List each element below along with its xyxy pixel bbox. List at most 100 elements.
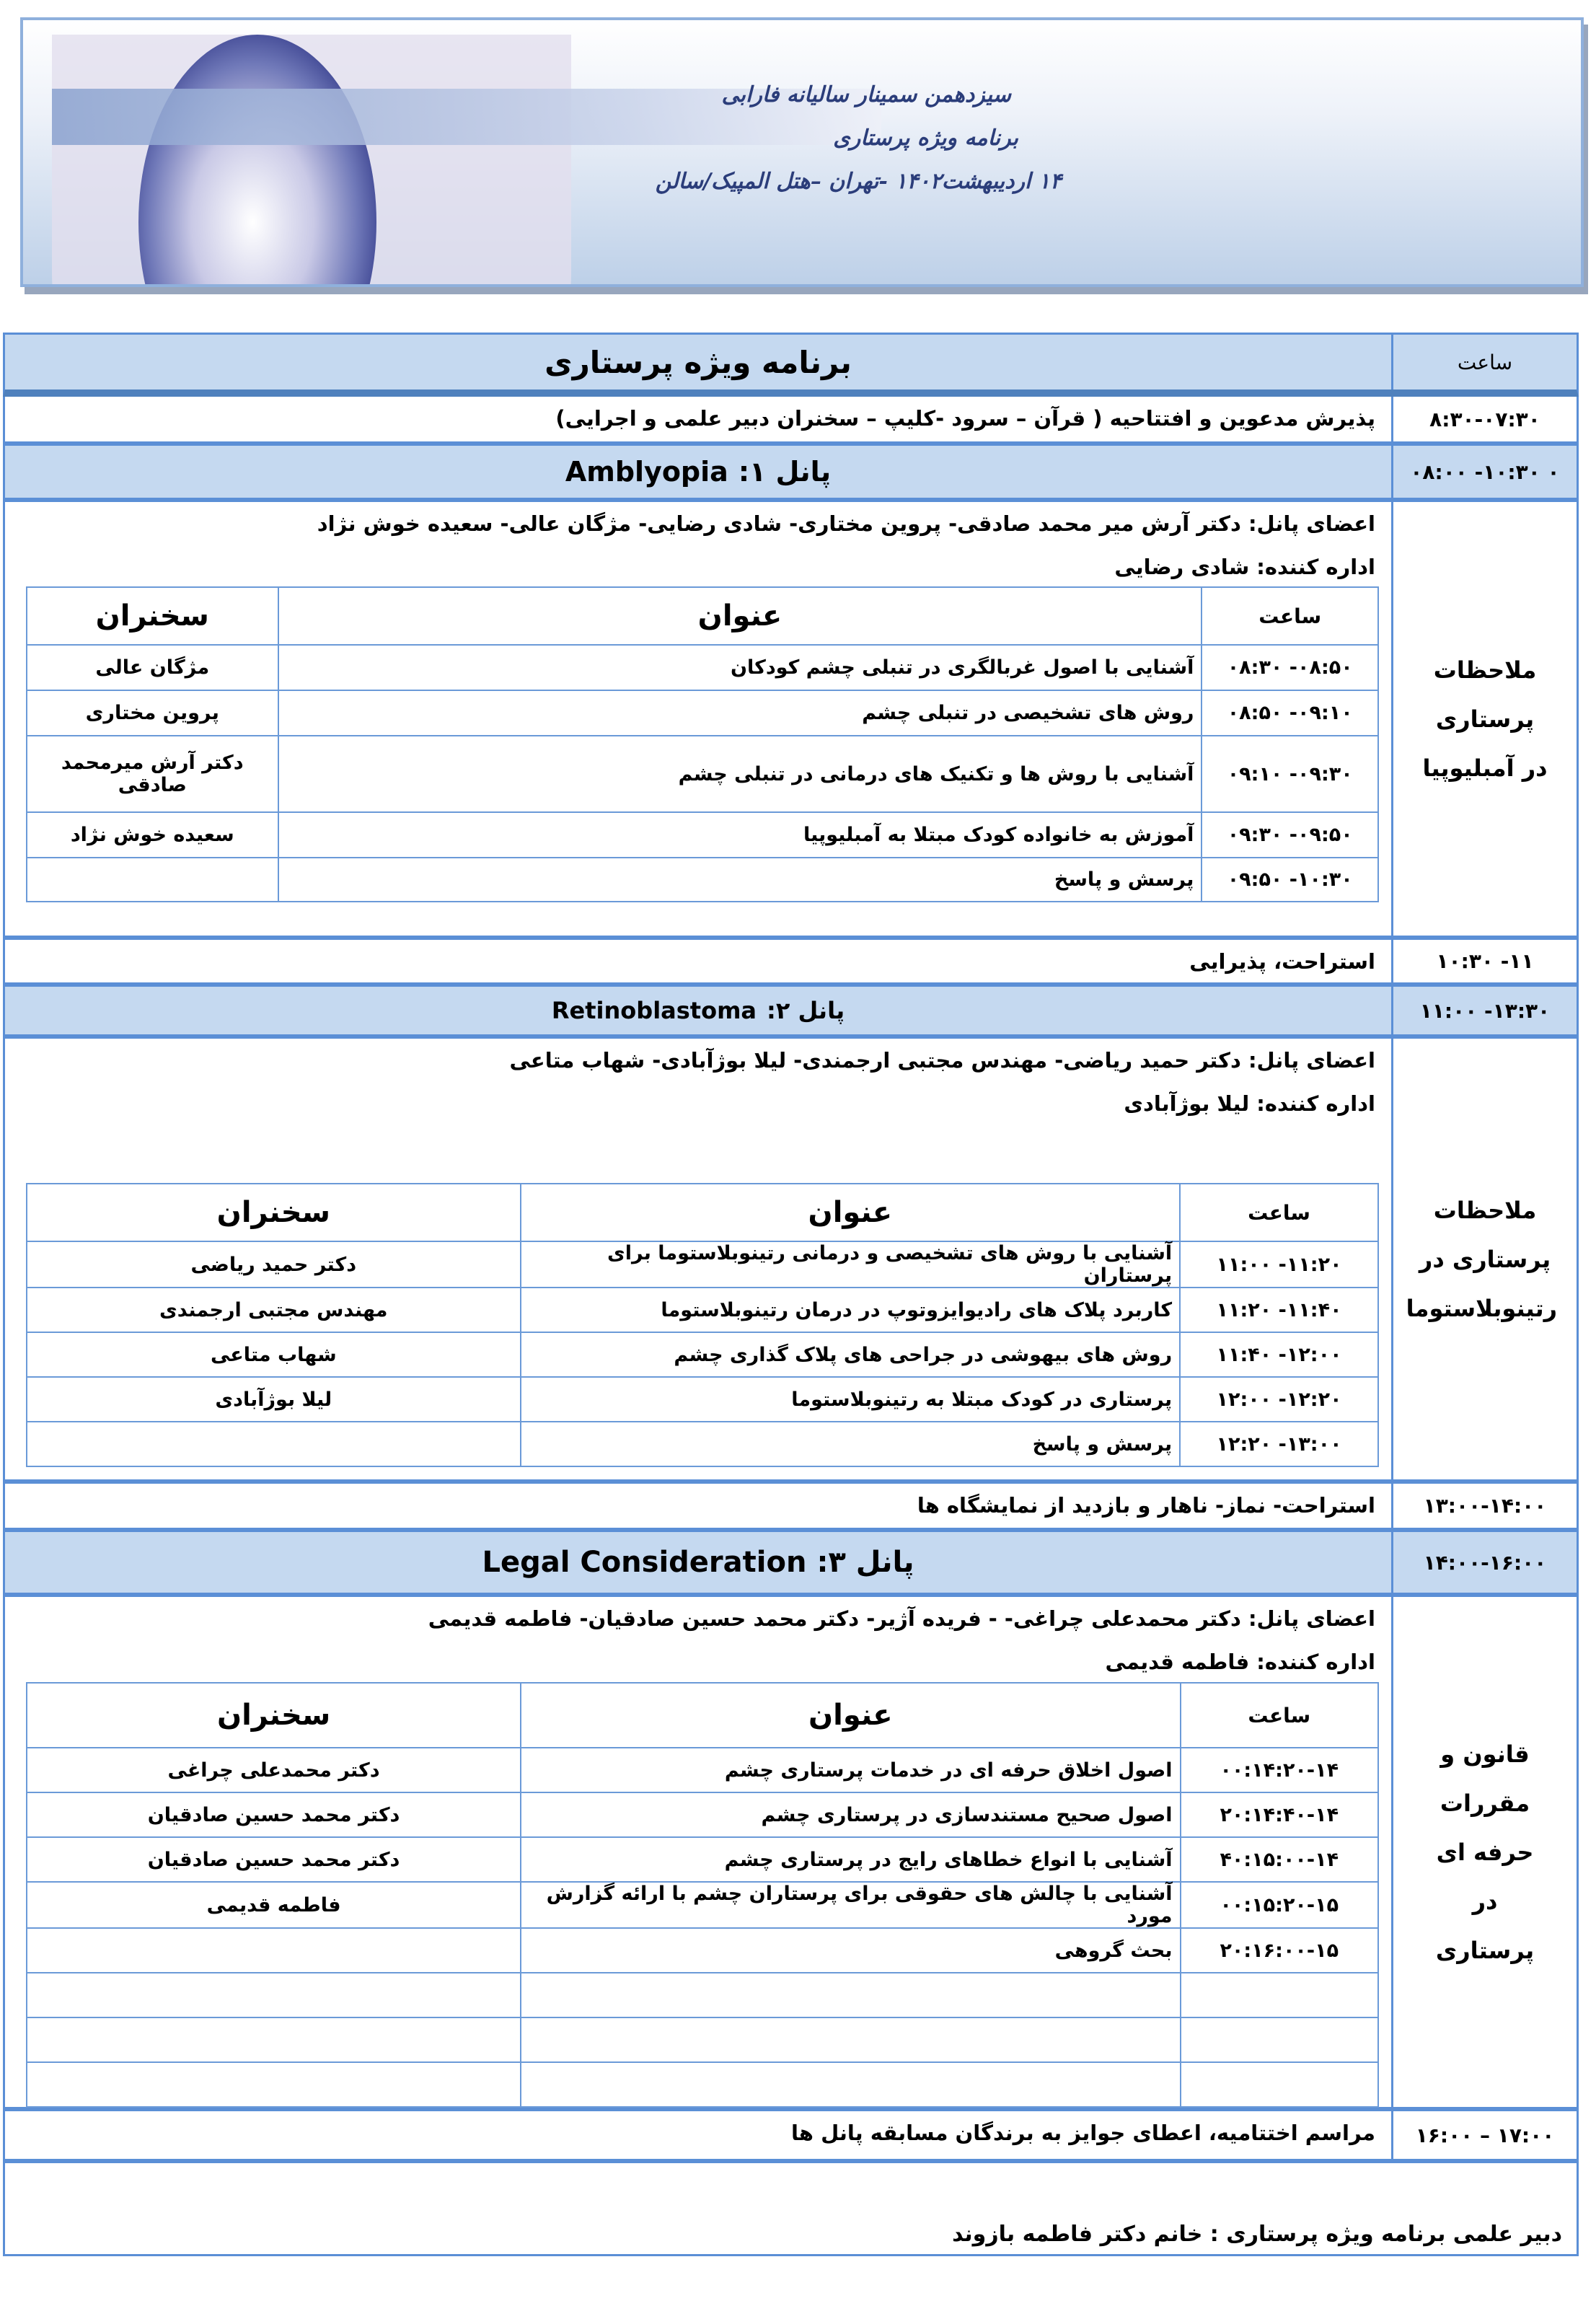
panel1-side-text: ملاحظات پرستاری در آمبلیوپیا <box>1422 656 1548 782</box>
panel3-header: ۱۴:۰۰-۱۶:۰۰ پانل ۳: Legal Consideration <box>3 1530 1579 1595</box>
cell-speaker: دکتر محمد حسین صادقیان <box>25 1836 522 1883</box>
cell-time <box>1179 1972 1380 2018</box>
cell-title: آشنایی با انواع خطاهای رایج در پرستاری چ… <box>520 1836 1181 1883</box>
opening-time: ۸:۳۰-۰۷:۳۰ <box>1391 397 1577 441</box>
col-header-title: عنوان <box>520 1682 1181 1748</box>
col-header-speakers: سخنران <box>26 586 279 646</box>
cell-title: آشنایی با اصول غربالگری در تنبلی چشم کود… <box>277 644 1203 691</box>
cell-title: روش های تشخیصی در تنبلی چشم <box>277 690 1203 736</box>
panel3-body: قانون و مقررات حرفه ای در پرستاری اعضای … <box>3 1595 1579 2109</box>
table-row: ۱۱:۴۰ -۱۲:۰۰ روش های بیهوشی در جراحی های … <box>26 1332 1379 1378</box>
col-header-time: ساعت <box>1179 1183 1379 1242</box>
table-row: ۰۹:۱۰ -۰۹:۳۰ آشنایی با روش ها و تکنیک های… <box>26 735 1379 813</box>
cell-speaker: پروین مختاری <box>26 690 279 736</box>
panel3-members: اعضای پانل: دکتر محمدعلی چراغی- - فریده … <box>428 1606 1375 1631</box>
cell-title: آموزش به خانواده کودک مبتلا به آمبلیوپیا <box>277 811 1203 858</box>
panel2-title: Retinoblastoma <box>551 997 757 1024</box>
panel1-header: ۰۸:۰۰ -۱۰:۳۰ ۰ پانل ۱: Amblyopia <box>3 444 1579 500</box>
time-column-header: ساعت <box>1391 335 1577 390</box>
panel3-side-text: قانون و مقررات حرفه ای در پرستاری <box>1435 1740 1535 1964</box>
panel1-title: Amblyopia <box>565 456 728 488</box>
col-header-speakers: سخنران <box>26 1183 521 1242</box>
break2-time: ۱۳:۰۰-۱۴:۰۰ <box>1391 1484 1577 1528</box>
col-header-time: ساعت <box>1179 1682 1380 1748</box>
panel3-side: قانون و مقررات حرفه ای در پرستاری <box>1391 1597 1577 2107</box>
cell-time: ۴۰:۱۵:۰۰-۱۴ <box>1179 1836 1380 1883</box>
header-banner: سیزدهمن سمینار سالیانه فارابی برنامه ویژ… <box>20 17 1584 287</box>
cell-title: کاربرد پلاک های رادیوایزوتوپ در درمان رت… <box>519 1287 1181 1333</box>
col-header-title: عنوان <box>519 1183 1181 1242</box>
cell-title: پرسش و پاسخ <box>519 1421 1181 1467</box>
table-row: ۲۰:۱۶:۰۰-۱۵ بحث گروهی <box>25 1927 1380 1973</box>
cell-speaker: سعیده خوش نژاد <box>26 811 279 858</box>
closing-row: ۱۶:۰۰ – ۱۷:۰۰ مراسم اختتامیه، اعطای جوای… <box>3 2109 1579 2161</box>
cell-title: اصول صحیح مستندسازی در پرستاری چشم <box>520 1792 1181 1838</box>
table-title: برنامه ویژه پرستاری <box>545 344 852 380</box>
cell-time: ۰۹:۵۰ -۱۰:۳۰ <box>1201 857 1379 902</box>
table-row: ۰۹:۳۰ -۰۹:۵۰ آموزش به خانواده کودک مبتلا … <box>26 811 1379 858</box>
table-row: ۱۲:۰۰ -۱۲:۲۰ پرستاری در کودک مبتلا به رتی… <box>26 1376 1379 1422</box>
footer-row: دبیر علمی برنامه ویژه پرستاری : خانم دکت… <box>3 2161 1579 2256</box>
cell-time: ۱۱:۴۰ -۱۲:۰۰ <box>1179 1332 1379 1378</box>
cell-time <box>1179 2017 1380 2063</box>
col-header-time: ساعت <box>1201 586 1379 646</box>
cell-speaker <box>26 1421 521 1467</box>
cell-speaker: شهاب متاعی <box>26 1332 521 1378</box>
panel2-table: ساعت عنوان سخنران ۱۱:۰۰ -۱۱:۲۰ آشنایی با روش… <box>26 1183 1379 1467</box>
cell-title: آشنایی با چالش های حقوقی برای پرستاران چ… <box>520 1881 1181 1929</box>
cell-time: ۲۰:۱۶:۰۰-۱۵ <box>1179 1927 1380 1973</box>
panel2-moderator: اداره کننده: لیلا بوژآبادی <box>1124 1091 1375 1116</box>
table-row: ۰۰:۱۴:۲۰-۱۴ اصول اخلاق حرفه ای در خدمات پ… <box>25 1747 1380 1793</box>
cell-time: ۱۱:۲۰ -۱۱:۴۰ <box>1179 1287 1379 1333</box>
cell-time: ۰۸:۳۰ -۰۸:۵۰ <box>1201 644 1379 691</box>
cell-title: آشنایی با روش ها و تکنیک های درمانی در ت… <box>277 735 1203 813</box>
cell-time: ۱۲:۰۰ -۱۲:۲۰ <box>1179 1376 1379 1422</box>
panel3-title: Legal Consideration <box>482 1546 807 1579</box>
cell-speaker: دکتر حمید ریاضی <box>26 1241 521 1288</box>
program-title: برنامه ویژه پرستاری <box>833 126 1018 151</box>
cell-speaker <box>26 857 279 902</box>
cell-speaker: لیلا بوژآبادی <box>26 1376 521 1422</box>
break1-time: ۱۰:۳۰ -۱۱ <box>1391 940 1577 982</box>
banner-stripe <box>52 89 881 145</box>
table-header-row: ساعت عنوان سخنران <box>25 1682 1380 1748</box>
break1-row: ۱۰:۳۰ -۱۱ استراحت، پذیرایی <box>3 938 1579 985</box>
panel1-moderator: اداره کننده: شادی رضایی <box>1114 555 1375 579</box>
cell-time: ۰۰:۱۵:۲۰-۱۵ <box>1179 1881 1380 1929</box>
break2-text: استراحت- نماز- ناهار و بازدید از نمایشگا… <box>917 1493 1375 1518</box>
seminar-title: سیزدهمن سمینار سالیانه فارابی <box>721 82 1011 107</box>
closing-time: ۱۶:۰۰ – ۱۷:۰۰ <box>1391 2111 1577 2159</box>
panel3-time: ۱۴:۰۰-۱۶:۰۰ <box>1391 1532 1577 1593</box>
table-row: ۰۰:۱۵:۲۰-۱۵ آشنایی با چالش های حقوقی برای… <box>25 1881 1380 1929</box>
cell-title: آشنایی با روش های تشخیصی و درمانی رتینوب… <box>519 1241 1181 1288</box>
table-row <box>25 2061 1380 2108</box>
cell-speaker: مهندس مجتبی ارجمندی <box>26 1287 521 1333</box>
opening-text: پذیرش مدعوین و افتتاحیه ( قرآن – سرود -ک… <box>555 406 1375 431</box>
panel3-label: پانل ۳: <box>816 1546 914 1579</box>
table-row: ۴۰:۱۵:۰۰-۱۴ آشنایی با انواع خطاهای رایج د… <box>25 1836 1380 1883</box>
cell-time: ۱۱:۰۰ -۱۱:۲۰ <box>1179 1241 1379 1288</box>
cell-title <box>520 1972 1181 2018</box>
cell-speaker: فاطمه قدیمی <box>25 1881 522 1929</box>
cell-time: ۰۸:۵۰ -۰۹:۱۰ <box>1201 690 1379 736</box>
cell-title <box>520 2061 1181 2108</box>
table-row: ۰۸:۳۰ -۰۸:۵۰ آشنایی با اصول غربالگری در ت… <box>26 644 1379 691</box>
panel1-table: ساعت عنوان سخنران ۰۸:۳۰ -۰۸:۵۰ آشنایی با اصو… <box>26 586 1379 902</box>
panel2-members: اعضای پانل: دکتر حمید ریاضی- مهندس مجتبی… <box>509 1048 1375 1073</box>
panel1-side: ملاحظات پرستاری در آمبلیوپیا <box>1391 502 1577 936</box>
cell-time: ۰۹:۱۰ -۰۹:۳۰ <box>1201 735 1379 813</box>
cell-title <box>520 2017 1181 2063</box>
cell-speaker: دکتر آرش میرمحمد صادقی <box>26 735 279 813</box>
col-header-speakers: سخنران <box>25 1682 522 1748</box>
table-header-row: ساعت برنامه ویژه پرستاری <box>3 333 1579 397</box>
panel1-label: پانل ۱: <box>738 456 832 488</box>
cell-speaker <box>25 1972 522 2018</box>
cell-speaker <box>25 2061 522 2108</box>
cell-time <box>1179 2061 1380 2108</box>
cell-speaker: مژگان عالی <box>26 644 279 691</box>
closing-text: مراسم اختتامیه، اعطای جوایز به برندگان م… <box>791 2121 1375 2145</box>
table-row: ۱۱:۲۰ -۱۱:۴۰ کاربرد پلاک های رادیوایزوتوپ… <box>26 1287 1379 1333</box>
cell-speaker <box>25 2017 522 2063</box>
panel3-table: ساعت عنوان سخنران ۰۰:۱۴:۲۰-۱۴ اصول اخلاق حرف… <box>25 1682 1380 2108</box>
